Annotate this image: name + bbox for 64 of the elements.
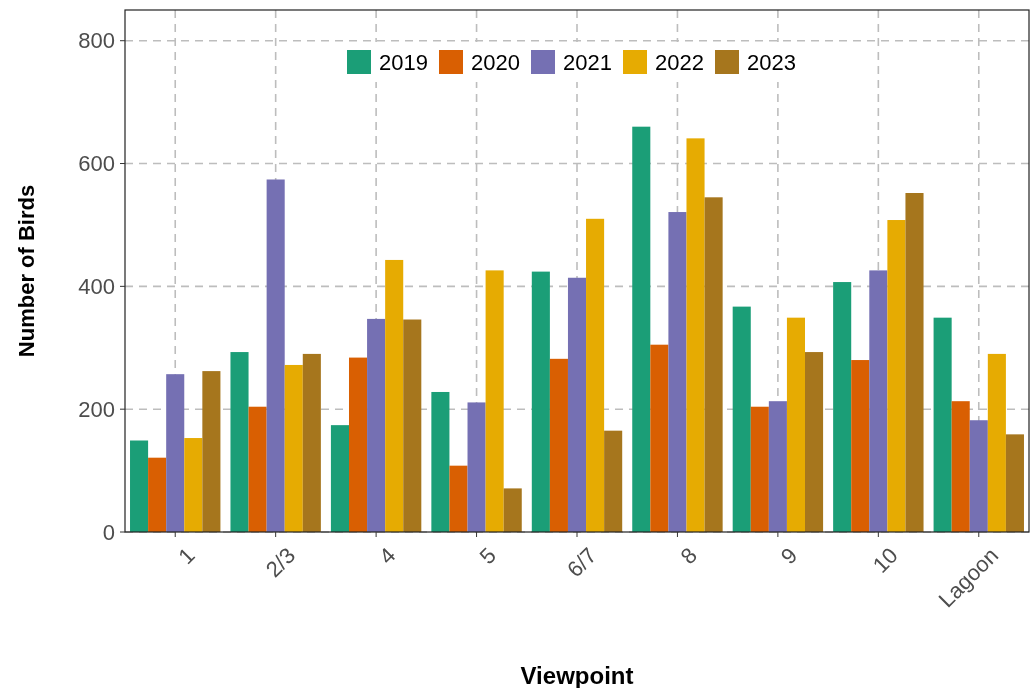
bar	[230, 352, 249, 532]
x-tick-label: 2/3	[260, 542, 301, 583]
x-tick-label: 10	[867, 542, 903, 578]
bar	[704, 197, 723, 532]
bar	[905, 193, 924, 532]
x-tick-label: 5	[474, 542, 501, 570]
bar	[805, 352, 824, 532]
legend-label: 2019	[379, 49, 428, 75]
bar	[851, 360, 870, 532]
legend-label: 2021	[563, 49, 612, 75]
x-tick-label: 4	[374, 542, 401, 570]
bar	[266, 179, 285, 532]
bar	[449, 465, 468, 532]
bar	[750, 406, 769, 532]
y-tick-label: 200	[78, 396, 115, 422]
y-tick-label: 400	[78, 274, 115, 300]
bar	[184, 438, 203, 532]
bar	[148, 457, 167, 532]
bar	[403, 319, 422, 532]
y-tick-label: 600	[78, 151, 115, 177]
bar	[549, 358, 568, 532]
legend-label: 2023	[747, 49, 796, 75]
bar	[248, 406, 267, 532]
bar	[933, 317, 952, 532]
bar	[869, 270, 888, 532]
bar	[284, 364, 303, 532]
bar	[431, 391, 450, 532]
bar	[202, 371, 221, 532]
bar	[786, 317, 806, 532]
bar	[1005, 434, 1024, 532]
bar	[732, 306, 751, 532]
bar	[531, 271, 550, 532]
y-tick-label: 800	[78, 28, 115, 54]
bar	[833, 282, 852, 532]
bar	[503, 488, 522, 532]
bar	[951, 401, 970, 532]
bar	[650, 344, 669, 532]
bar	[768, 401, 787, 532]
bar	[668, 212, 687, 532]
x-tick-label: 6/7	[562, 542, 602, 583]
bar	[302, 353, 321, 532]
legend-label: 2020	[471, 49, 520, 75]
x-tick-label: 9	[775, 542, 803, 570]
bar	[385, 259, 404, 532]
bar	[485, 270, 504, 532]
bar	[567, 277, 587, 532]
bar	[367, 318, 386, 532]
bar	[467, 402, 486, 532]
bar	[632, 126, 651, 532]
bar	[987, 353, 1006, 532]
bar	[166, 374, 185, 532]
bar	[348, 357, 368, 532]
x-tick-label: 1	[173, 542, 200, 570]
y-tick-label: 0	[102, 519, 115, 545]
bar	[887, 220, 906, 532]
y-axis-title: Number of Birds	[14, 184, 39, 358]
bar	[604, 430, 623, 532]
bar	[969, 420, 988, 532]
bar	[586, 218, 605, 532]
legend-label: 2022	[655, 49, 704, 75]
x-tick-label: 8	[675, 542, 702, 570]
bar	[330, 425, 349, 532]
bar	[130, 440, 149, 532]
bar	[686, 138, 705, 532]
